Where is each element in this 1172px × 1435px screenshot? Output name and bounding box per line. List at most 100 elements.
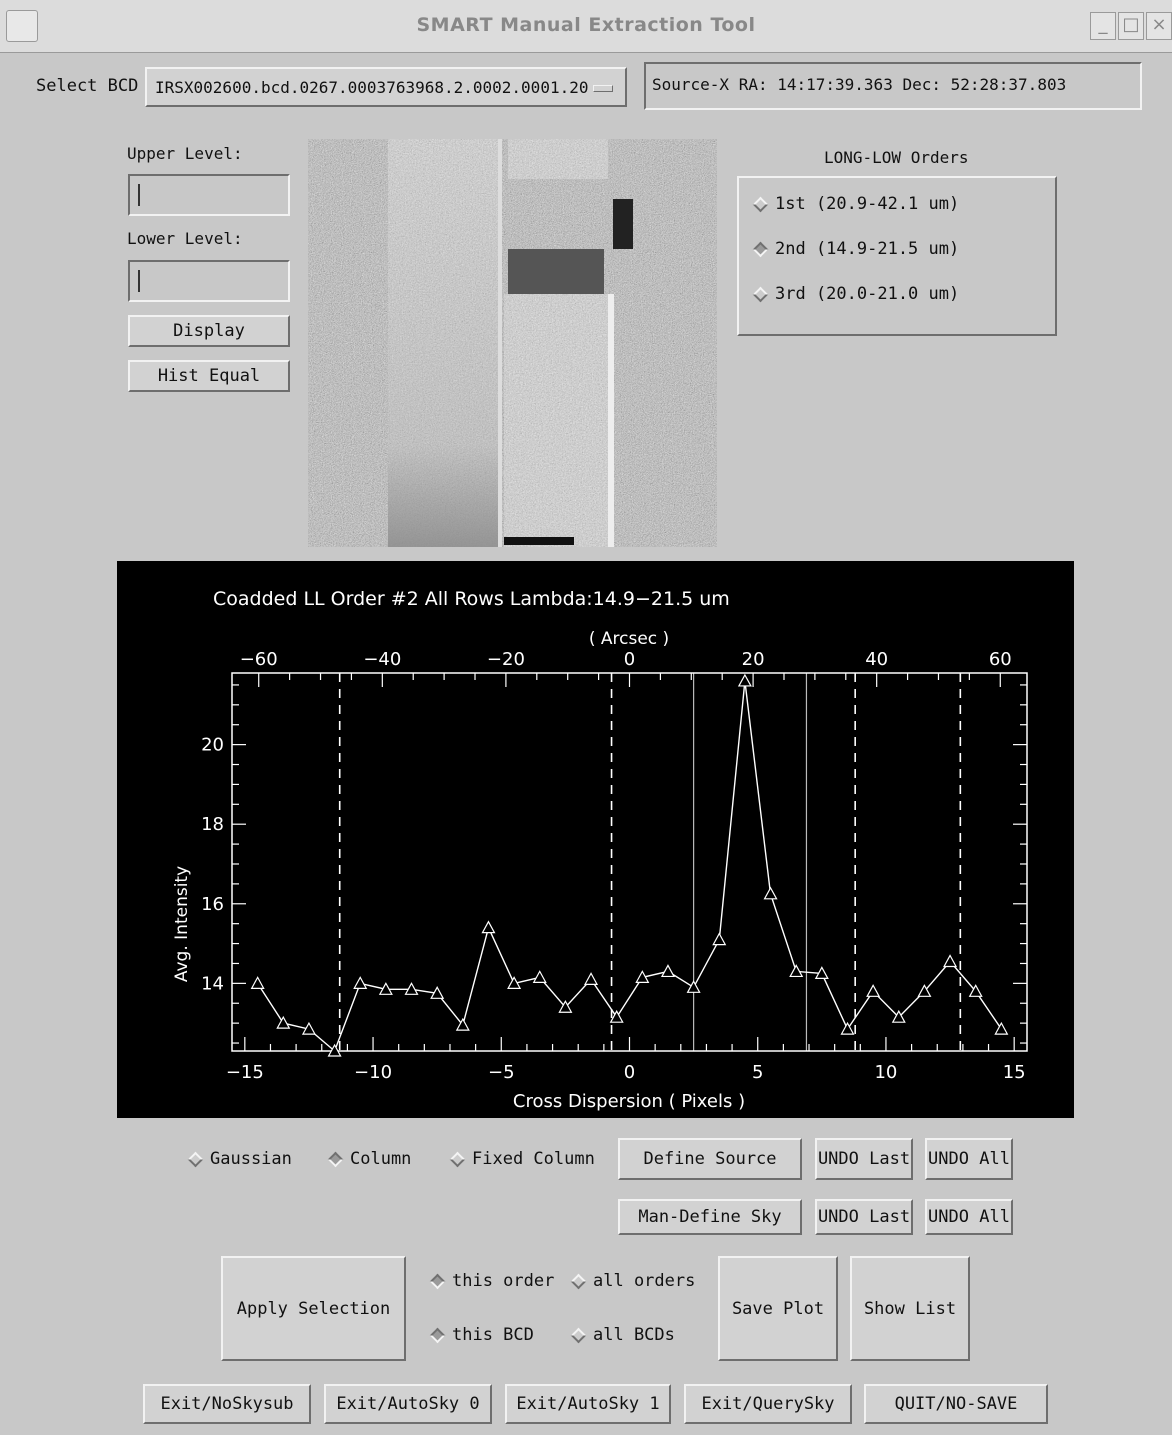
exit-noskysub-button[interactable]: Exit/NoSkysub	[143, 1384, 311, 1424]
radio-diamond-icon	[570, 1327, 587, 1343]
data-point-triangle	[353, 976, 368, 989]
data-point-triangle	[994, 1021, 1009, 1035]
top-tick-label: 60	[989, 649, 1012, 670]
data-point-triangle	[404, 982, 419, 995]
bcd-dropdown[interactable]: IRSX002600.bcd.0267.0003763968.2.0002.00…	[145, 67, 627, 107]
text-cursor-icon	[138, 270, 140, 292]
y-tick-label: 14	[201, 973, 224, 994]
x-tick-label: 5	[752, 1062, 763, 1083]
scope-this-bcd[interactable]: this BCD	[429, 1325, 534, 1345]
data-point-triangle	[558, 999, 573, 1013]
radio-diamond-icon	[449, 1151, 466, 1167]
intensity-line	[257, 680, 1002, 1053]
top-tick-label: 20	[742, 649, 765, 670]
x-axis-label: Cross Dispersion ( Pixels )	[513, 1091, 745, 1112]
orders-panel: 1st (20.9-42.1 um) 2nd (14.9-21.5 um) 3r…	[737, 176, 1057, 336]
plot-frame	[231, 672, 1028, 1052]
upper-level-input[interactable]	[128, 174, 290, 216]
x-tick-label: −15	[226, 1062, 264, 1083]
order-option-label: 1st (20.9-42.1 um)	[775, 194, 960, 214]
radio-diamond-icon	[752, 241, 769, 257]
data-point-triangle	[532, 970, 547, 983]
scope-this-order[interactable]: this order	[429, 1271, 554, 1291]
minimize-icon[interactable]: _	[1090, 12, 1116, 40]
undo-all-source-button[interactable]: UNDO All	[925, 1138, 1013, 1180]
profile-option-label: Gaussian	[210, 1149, 292, 1169]
profile-option-gaussian[interactable]: Gaussian	[187, 1149, 292, 1169]
profile-option-column[interactable]: Column	[327, 1149, 412, 1169]
x-tick-label: 15	[1003, 1062, 1026, 1083]
define-source-button[interactable]: Define Source	[618, 1138, 802, 1180]
scope-option-label: this BCD	[452, 1325, 534, 1345]
top-tick-label: −20	[487, 649, 525, 670]
top-tick-label: 40	[865, 649, 888, 670]
order-option-label: 2nd (14.9-21.5 um)	[775, 239, 960, 259]
upper-level-label: Upper Level:	[127, 144, 243, 163]
data-point-triangle	[737, 673, 752, 687]
save-plot-button[interactable]: Save Plot	[718, 1256, 838, 1361]
exit-autosky-0-button[interactable]: Exit/AutoSky 0	[324, 1384, 492, 1424]
hist-equal-button[interactable]: Hist Equal	[128, 360, 290, 392]
x-tick-label: 10	[874, 1062, 897, 1083]
profile-plot[interactable]: Coadded LL Order #2 All Rows Lambda:14.9…	[117, 561, 1074, 1118]
data-point-triangle	[584, 972, 599, 985]
x-tick-label: −5	[488, 1062, 515, 1083]
apply-selection-button[interactable]: Apply Selection	[221, 1256, 406, 1361]
lower-level-input[interactable]	[128, 260, 290, 302]
scope-all-orders[interactable]: all orders	[570, 1271, 696, 1291]
radio-diamond-icon	[327, 1151, 344, 1167]
window-menu-icon[interactable]	[6, 10, 38, 42]
scope-all-bcds[interactable]: all BCDs	[570, 1325, 675, 1345]
man-define-sky-button[interactable]: Man-Define Sky	[618, 1199, 802, 1235]
title-bar: SMART Manual Extraction Tool _ □ ×	[0, 0, 1172, 53]
data-point-triangle	[660, 964, 675, 978]
undo-last-source-button[interactable]: UNDO Last	[815, 1138, 913, 1180]
order-option-2nd[interactable]: 2nd (14.9-21.5 um)	[752, 239, 960, 259]
y-tick-label: 20	[201, 735, 224, 756]
show-list-button[interactable]: Show List	[850, 1256, 970, 1361]
order-option-label: 3rd (20.0-21.0 um)	[775, 284, 960, 304]
order-option-1st[interactable]: 1st (20.9-42.1 um)	[752, 194, 960, 214]
plot-axes: −15 −10 −5 0 5 10 15 −60 −40 −20 0 20 40 60 14 16 18 20	[201, 649, 1028, 1083]
undo-all-sky-button[interactable]: UNDO All	[925, 1199, 1013, 1235]
top-axis-label: ( Arcsec )	[589, 629, 669, 649]
y-axis-label: Avg. Intensity	[172, 866, 192, 982]
close-icon[interactable]: ×	[1146, 12, 1172, 40]
scope-option-label: all orders	[593, 1271, 696, 1291]
data-point-triangle	[789, 964, 804, 978]
data-point-triangle	[763, 886, 778, 900]
bcd-dropdown-value: IRSX002600.bcd.0267.0003763968.2.0002.00…	[155, 77, 589, 97]
y-tick-label: 16	[201, 894, 224, 915]
x-tick-label: −10	[354, 1062, 392, 1083]
radio-diamond-icon	[187, 1151, 204, 1167]
exit-autosky-1-button[interactable]: Exit/AutoSky 1	[505, 1384, 671, 1424]
data-point-triangle	[917, 984, 932, 997]
exit-querysky-button[interactable]: Exit/QuerySky	[684, 1384, 852, 1424]
profile-option-label: Column	[350, 1149, 412, 1169]
bcd-detector-image[interactable]	[308, 139, 717, 547]
data-point-triangle	[507, 976, 522, 989]
orders-title: LONG-LOW Orders	[824, 148, 969, 167]
profile-option-fixed-column[interactable]: Fixed Column	[449, 1149, 595, 1169]
plot-title: Coadded LL Order #2 All Rows Lambda:14.9…	[213, 588, 730, 610]
undo-last-sky-button[interactable]: UNDO Last	[815, 1199, 913, 1235]
top-tick-label: 0	[624, 649, 635, 670]
data-point-triangle	[814, 966, 829, 980]
data-point-triangle	[327, 1043, 342, 1057]
lower-level-label: Lower Level:	[127, 229, 243, 248]
radio-diamond-icon	[429, 1273, 446, 1289]
top-tick-label: −40	[363, 649, 401, 670]
data-point-triangle	[609, 1009, 624, 1023]
data-point-triangle	[276, 1015, 291, 1029]
quit-no-save-button[interactable]: QUIT/NO-SAVE	[864, 1384, 1048, 1424]
display-button[interactable]: Display	[128, 315, 290, 347]
maximize-icon[interactable]: □	[1118, 12, 1144, 40]
data-point-triangle	[840, 1021, 855, 1035]
data-point-triangle	[430, 986, 445, 999]
data-point-triangle	[891, 1009, 906, 1023]
radio-diamond-icon	[752, 196, 769, 212]
source-info-field[interactable]: Source-X RA: 14:17:39.363 Dec: 52:28:37.…	[644, 62, 1142, 110]
source-info-text: Source-X RA: 14:17:39.363 Dec: 52:28:37.…	[652, 75, 1067, 94]
order-option-3rd[interactable]: 3rd (20.0-21.0 um)	[752, 284, 960, 304]
